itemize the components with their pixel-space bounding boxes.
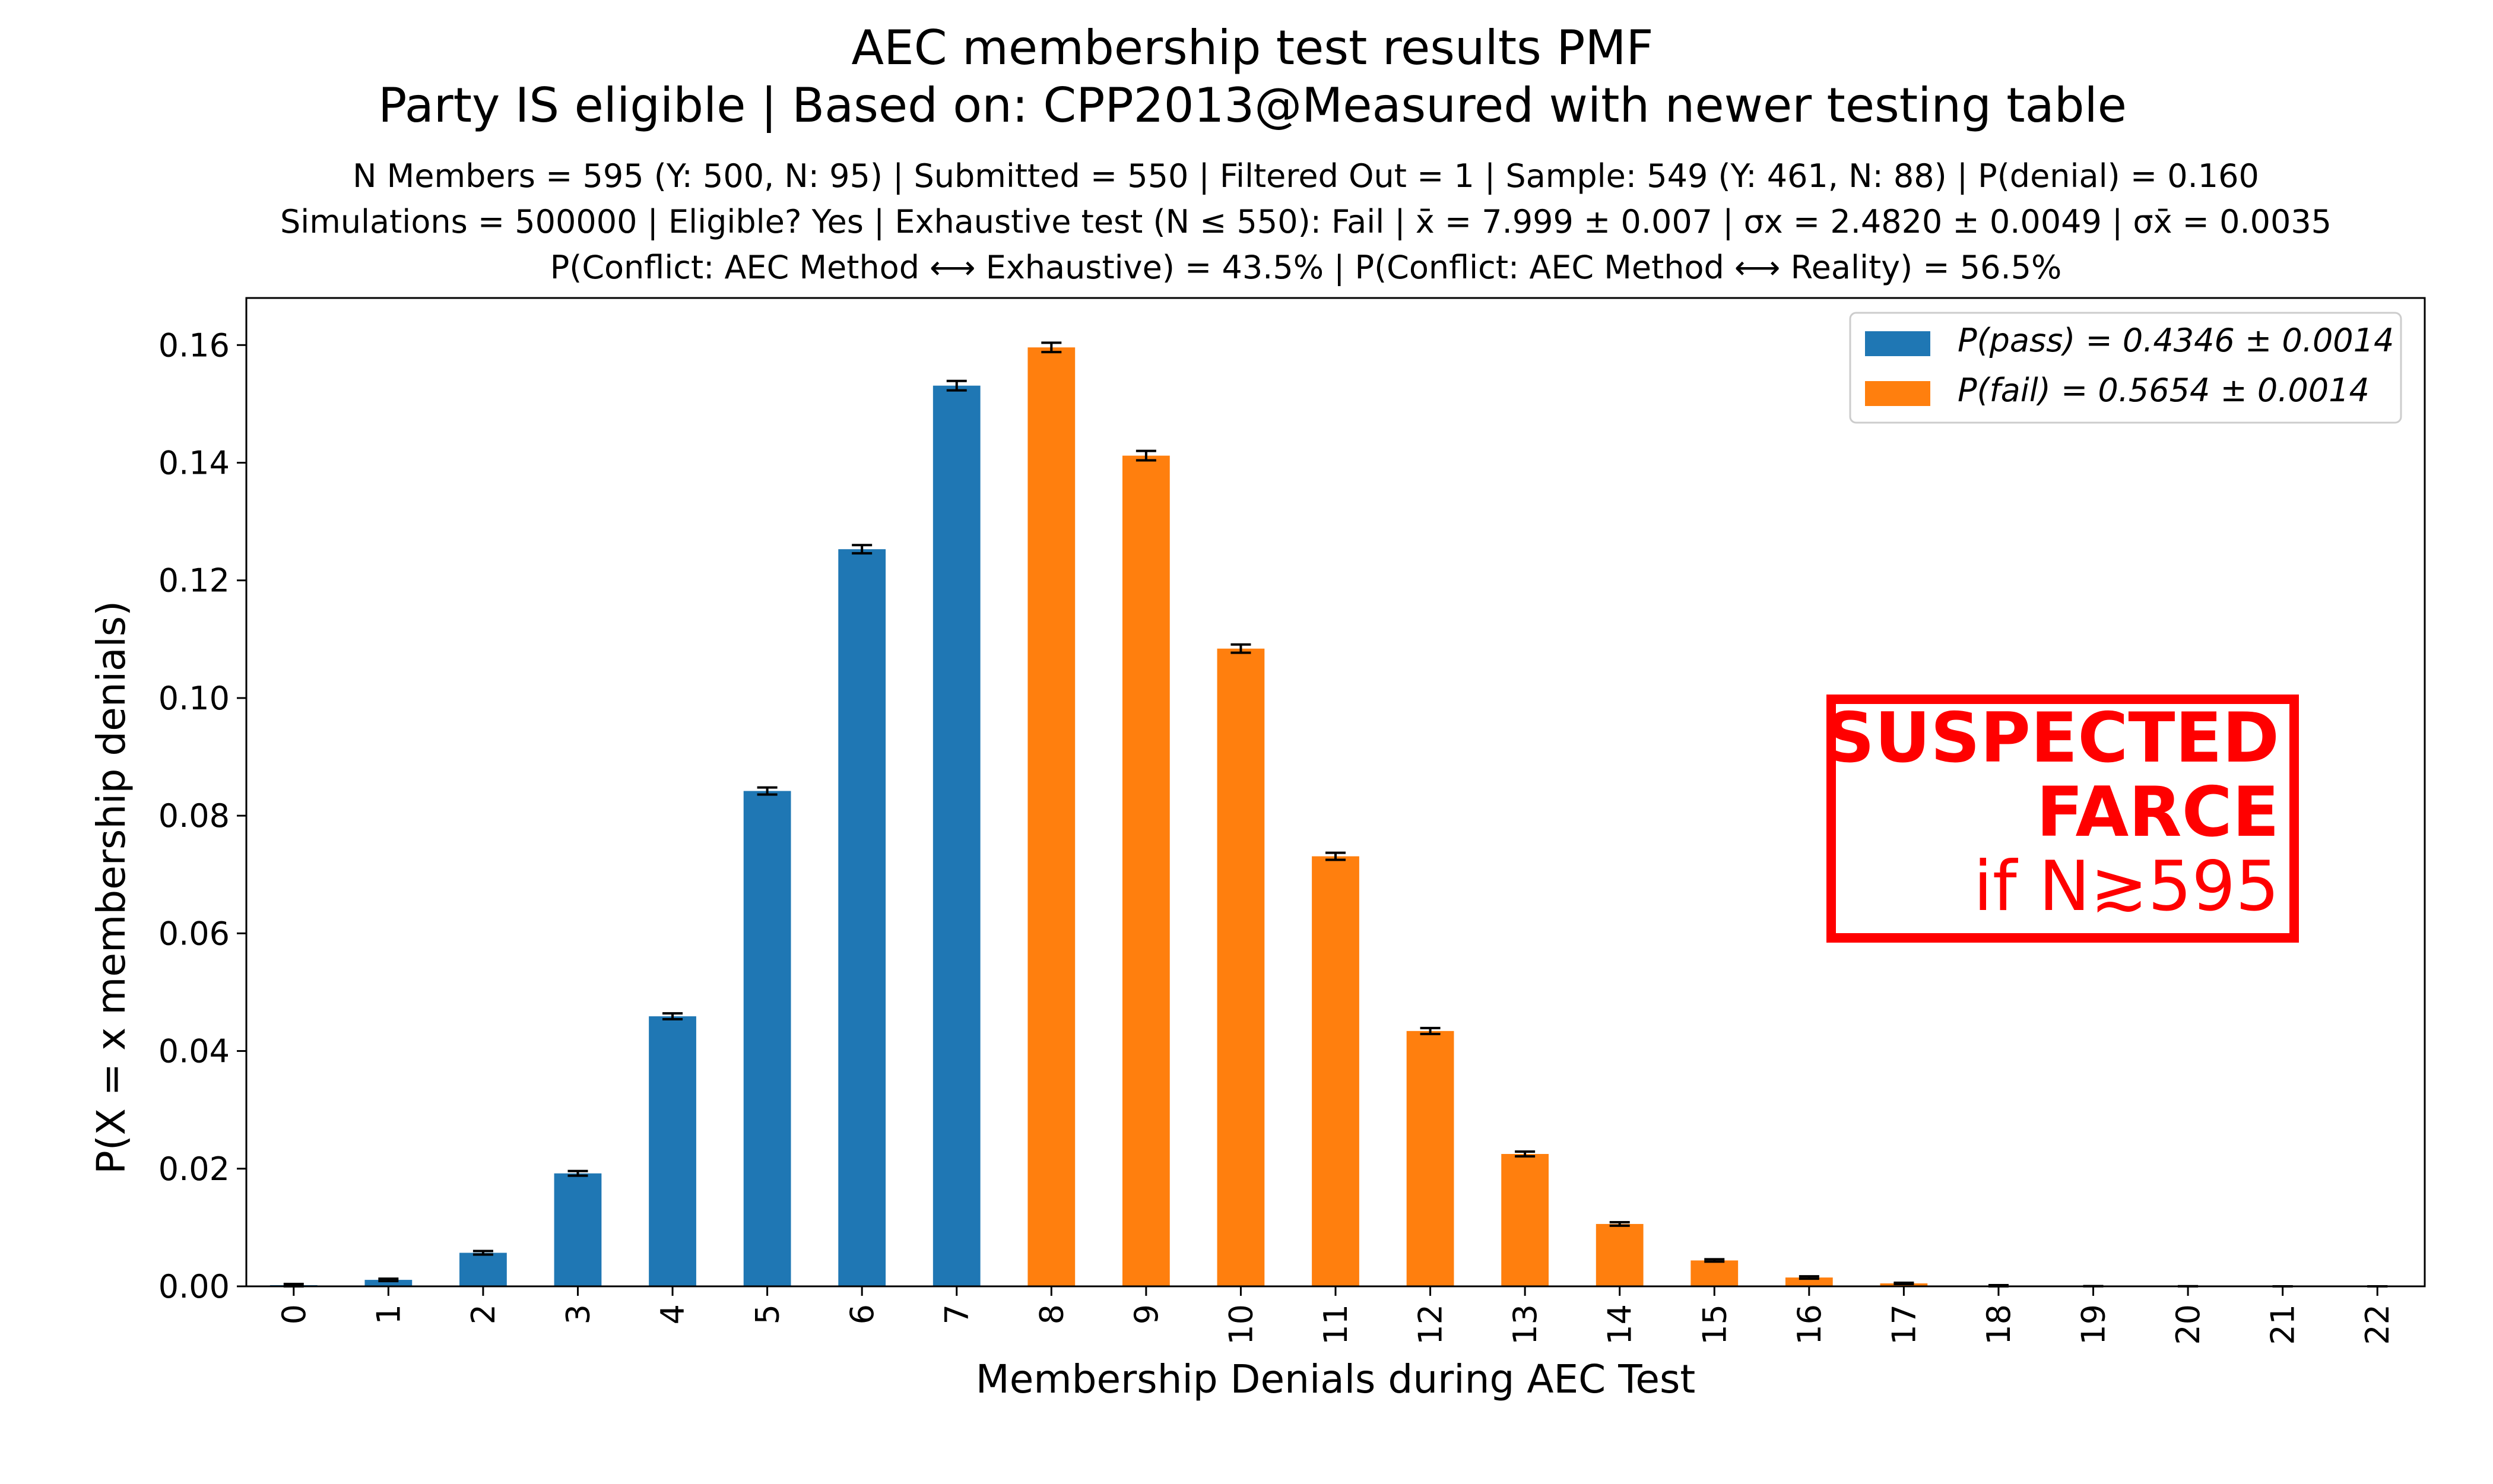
chart-subtitle-line2: Simulations = 500000 | Eligible? Yes | E… bbox=[280, 203, 2332, 240]
bar-2 bbox=[459, 1252, 507, 1286]
y-tick-label: 0.10 bbox=[158, 680, 230, 717]
x-tick-label: 19 bbox=[2075, 1304, 2113, 1345]
legend-label-pass: P(pass) = 0.4346 ± 0.0014 bbox=[1958, 322, 2394, 359]
legend-box bbox=[1849, 312, 2402, 424]
y-axis-label: P(X = x membership denials) bbox=[88, 601, 134, 1174]
x-tick-label: 11 bbox=[1317, 1304, 1355, 1345]
x-tick-label: 14 bbox=[1601, 1304, 1639, 1345]
x-tick-label: 13 bbox=[1506, 1304, 1544, 1345]
x-tick-label: 15 bbox=[1696, 1304, 1733, 1345]
stamp-line2: FARCE bbox=[2037, 772, 2279, 852]
x-tick-label: 7 bbox=[938, 1304, 976, 1324]
bar-3 bbox=[554, 1173, 602, 1286]
x-axis-label: Membership Denials during AEC Test bbox=[976, 1356, 1695, 1402]
bar-9 bbox=[1122, 455, 1170, 1286]
bar-5 bbox=[743, 791, 791, 1286]
bar-12 bbox=[1406, 1030, 1454, 1286]
bar-15 bbox=[1690, 1260, 1739, 1286]
stamp-box bbox=[1826, 695, 2299, 943]
bar-8 bbox=[1027, 347, 1076, 1286]
x-tick-label: 4 bbox=[654, 1304, 692, 1324]
y-tick-label: 0.16 bbox=[158, 326, 230, 364]
x-tick-label: 18 bbox=[1980, 1304, 2018, 1345]
plot-frame bbox=[245, 297, 2426, 1288]
bar-1 bbox=[364, 1280, 413, 1286]
chart-subtitle-line3: P(Conflict: AEC Method ⟷ Exhaustive) = 4… bbox=[550, 249, 2062, 286]
chart-title-line2: Party IS eligible | Based on: CPP2013@Me… bbox=[378, 78, 2127, 134]
bar-10 bbox=[1217, 648, 1265, 1286]
x-tick-label: 8 bbox=[1033, 1304, 1070, 1324]
x-tick-label: 3 bbox=[559, 1304, 597, 1324]
legend-swatch-fail bbox=[1865, 381, 1930, 406]
y-tick-label: 0.06 bbox=[158, 915, 230, 952]
y-tick-label: 0.02 bbox=[158, 1150, 230, 1188]
bar-6 bbox=[838, 549, 886, 1286]
bar-4 bbox=[649, 1016, 696, 1286]
legend: P(pass) = 0.4346 ± 0.0014 P(fail) = 0.56… bbox=[1849, 312, 2402, 424]
chart-title: AEC membership test results PMF bbox=[851, 20, 1653, 75]
y-axis: 0.00 0.02 0.04 0.06 0.08 0.10 0.12 0.14 0.16 bbox=[158, 326, 246, 1305]
legend-label-fail: P(fail) = 0.5654 ± 0.0014 bbox=[1958, 372, 2370, 409]
bar-11 bbox=[1312, 856, 1359, 1286]
bar-13 bbox=[1501, 1154, 1549, 1286]
bar-16 bbox=[1785, 1277, 1833, 1286]
x-tick-label: 16 bbox=[1791, 1304, 1828, 1345]
x-tick-label: 10 bbox=[1222, 1304, 1260, 1345]
suspected-farce-stamp: SUSPECTED FARCE if N≳595 bbox=[1825, 695, 2299, 943]
legend-swatch-pass bbox=[1865, 331, 1930, 356]
bars bbox=[269, 347, 2212, 1286]
y-tick-label: 0.00 bbox=[158, 1268, 230, 1305]
y-tick-label: 0.14 bbox=[158, 445, 230, 482]
stamp-line3: if N≳595 bbox=[1974, 846, 2279, 927]
x-tick-label: 5 bbox=[749, 1304, 786, 1324]
bar-14 bbox=[1596, 1223, 1644, 1286]
chart-subtitle-line1: N Members = 595 (Y: 500, N: 95) | Submit… bbox=[353, 157, 2259, 195]
x-tick-label: 12 bbox=[1412, 1304, 1450, 1345]
x-tick-label: 21 bbox=[2264, 1304, 2302, 1345]
x-tick-label: 0 bbox=[275, 1304, 313, 1324]
x-tick-label: 22 bbox=[2359, 1304, 2396, 1345]
x-tick-label: 1 bbox=[370, 1304, 407, 1324]
x-axis: 0 1 2 3 4 5 6 7 8 9 10 11 12 13 14 15 16 17 18 19 20 21 22 bbox=[275, 1286, 2396, 1345]
y-tick-label: 0.08 bbox=[158, 797, 230, 835]
x-tick-label: 20 bbox=[2170, 1304, 2207, 1345]
x-tick-label: 9 bbox=[1128, 1304, 1165, 1324]
x-tick-label: 17 bbox=[1885, 1304, 1923, 1345]
stamp-line1: SUSPECTED bbox=[1825, 698, 2279, 778]
x-tick-label: 2 bbox=[465, 1304, 502, 1324]
bar-7 bbox=[933, 385, 981, 1286]
y-tick-label: 0.04 bbox=[158, 1033, 230, 1070]
x-tick-label: 6 bbox=[843, 1304, 881, 1324]
y-tick-label: 0.12 bbox=[158, 562, 230, 600]
